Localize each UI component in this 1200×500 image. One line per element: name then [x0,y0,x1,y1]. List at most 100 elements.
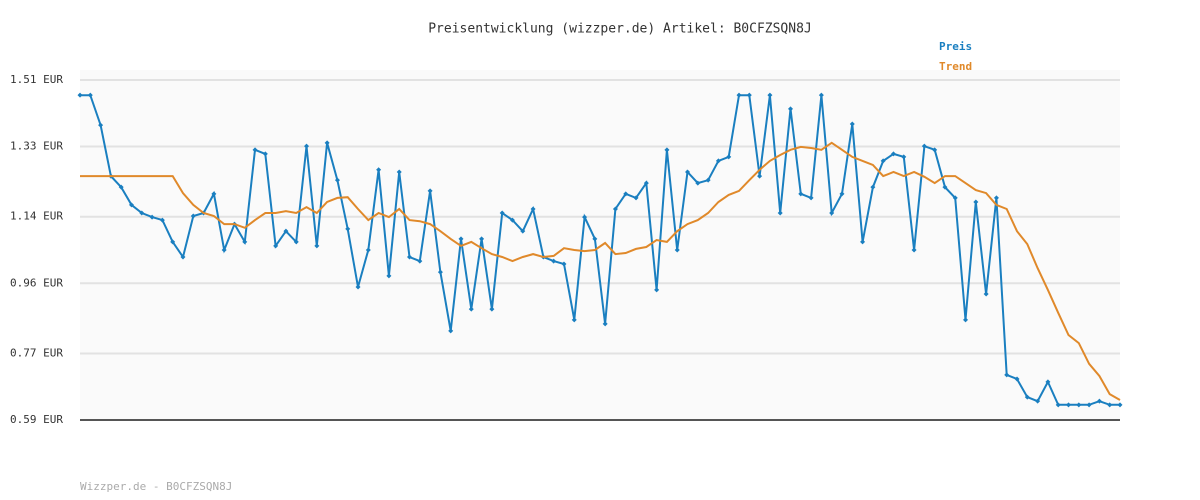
point-marker [509,217,515,223]
point-marker [252,147,258,153]
point-marker [777,210,783,216]
point-marker [654,287,660,293]
point-marker [736,92,742,98]
y-tick-label: 1.14 EUR [10,210,63,223]
legend-entry: Preis [939,40,972,53]
point-marker [1014,376,1020,382]
point-marker [1086,402,1092,408]
point-marker [190,213,196,219]
point-marker [973,199,979,205]
point-marker [818,92,824,98]
point-marker [1107,402,1113,408]
point-marker [798,191,804,197]
point-marker [448,328,454,334]
point-marker [1117,402,1123,408]
point-marker [159,217,165,223]
point-marker [1096,398,1102,404]
point-marker [139,210,145,216]
point-marker [643,180,649,186]
series-line [80,94,1120,406]
point-marker [468,306,474,312]
point-marker [880,158,886,164]
point-marker [365,247,371,253]
y-tick-label: 0.77 EUR [10,346,63,359]
point-marker [386,273,392,279]
point-marker [623,191,629,197]
y-tick-label: 0.96 EUR [10,276,63,289]
point-marker [921,143,927,149]
point-marker [262,151,268,157]
point-marker [993,195,999,201]
point-marker [355,284,361,290]
point-marker [437,269,443,275]
point-marker [963,317,969,323]
point-marker [242,239,248,245]
point-marker [890,151,896,157]
point-marker [715,158,721,164]
point-marker [1024,394,1030,400]
point-marker [211,191,217,197]
point-marker [180,254,186,260]
point-marker [1035,398,1041,404]
point-marker [304,143,310,149]
y-tick-label: 0.59 EUR [10,413,63,426]
point-marker [551,258,557,264]
legend-entry: Trend [939,60,972,73]
point-marker [427,188,433,194]
point-marker [87,92,93,98]
point-marker [221,247,227,253]
point-marker [767,92,773,98]
point-marker [1066,402,1072,408]
point-marker [334,177,340,183]
point-marker [324,140,330,146]
point-marker [571,317,577,323]
point-marker [942,184,948,190]
point-marker [860,239,866,245]
point-marker [489,306,495,312]
plot-area [80,70,1120,420]
point-marker [376,167,382,173]
point-marker [561,261,567,267]
point-marker [283,228,289,234]
point-marker [726,154,732,160]
point-marker [396,169,402,175]
point-marker [705,177,711,183]
point-marker [1004,372,1010,378]
point-marker [479,236,485,242]
point-marker [1076,402,1082,408]
point-marker [829,210,835,216]
point-marker [685,169,691,175]
point-marker [345,226,351,232]
point-marker [417,258,423,264]
point-marker [983,291,989,297]
point-marker [293,239,299,245]
point-marker [911,247,917,253]
point-marker [839,191,845,197]
point-marker [314,243,320,249]
point-marker [458,236,464,242]
point-marker [273,243,279,249]
point-marker [757,173,763,179]
point-marker [695,180,701,186]
point-marker [849,121,855,127]
point-marker [128,202,134,208]
point-marker [170,239,176,245]
point-marker [932,147,938,153]
point-marker [787,106,793,112]
point-marker [746,92,752,98]
point-marker [633,195,639,201]
point-marker [674,247,680,253]
point-marker [1055,402,1061,408]
point-marker [407,254,413,260]
footer: Wizzper.de - B0CFZSQN8J [80,480,232,493]
point-marker [149,214,155,220]
chart-title: Preisentwicklung (wizzper.de) Artikel: B… [428,22,812,37]
point-marker [98,122,104,128]
point-marker [77,92,83,98]
point-marker [612,206,618,212]
point-marker [530,206,536,212]
point-marker [118,184,124,190]
series-line [80,141,1121,401]
